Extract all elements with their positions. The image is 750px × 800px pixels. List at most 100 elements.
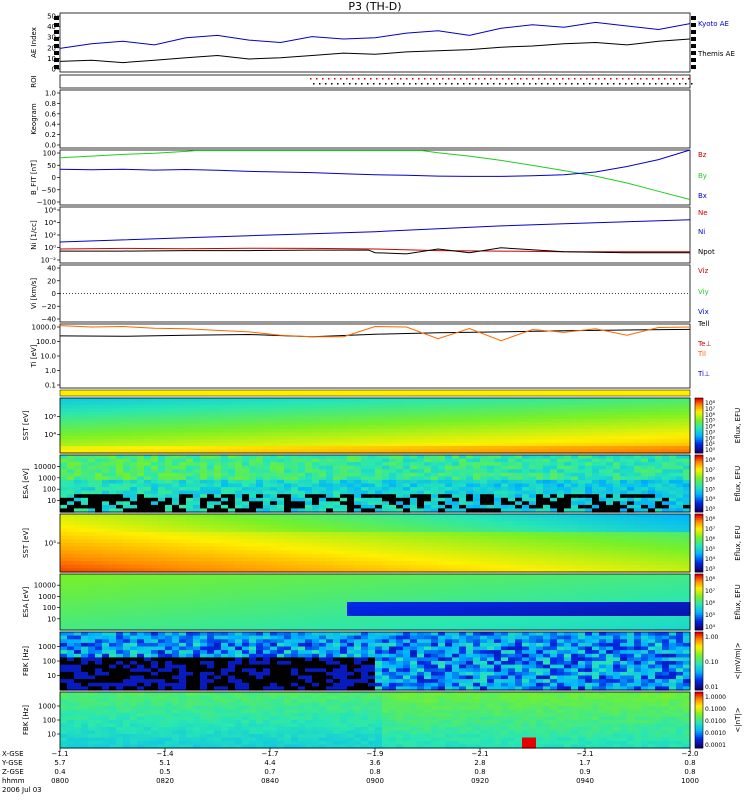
heatmap-cell bbox=[81, 561, 89, 566]
heatmap-cell bbox=[291, 442, 299, 447]
heatmap-cell bbox=[123, 616, 131, 621]
heatmap-cell bbox=[137, 591, 145, 596]
heatmap-cell bbox=[459, 425, 467, 430]
roi-mark bbox=[544, 78, 546, 80]
heatmap-cell bbox=[158, 581, 166, 586]
heatmap-cell bbox=[81, 609, 89, 614]
heatmap-cell bbox=[326, 528, 334, 533]
colorbar-tick-label: 10³ bbox=[705, 566, 716, 573]
heatmap-cell bbox=[158, 535, 166, 540]
heatmap-cell bbox=[144, 626, 152, 631]
heatmap-cell bbox=[102, 581, 110, 586]
heatmap-cell bbox=[277, 487, 285, 492]
heatmap-cell bbox=[81, 494, 89, 499]
heatmap-cell bbox=[102, 501, 110, 506]
heatmap-cell bbox=[74, 577, 82, 582]
heatmap-cell bbox=[382, 539, 390, 544]
heatmap-cell bbox=[312, 501, 320, 506]
heatmap-cell bbox=[312, 439, 320, 444]
heatmap-cell bbox=[172, 550, 180, 555]
heatmap-cell bbox=[207, 408, 215, 413]
heatmap-cell bbox=[424, 458, 432, 463]
heatmap-cell bbox=[214, 446, 222, 451]
heatmap-cell bbox=[340, 504, 348, 510]
heatmap-cell bbox=[361, 532, 369, 537]
heatmap-cell bbox=[249, 508, 257, 513]
heatmap-cell bbox=[508, 435, 516, 440]
heatmap-cell bbox=[326, 564, 334, 569]
heatmap-cell bbox=[305, 487, 313, 492]
heatmap-cell bbox=[641, 432, 649, 437]
heatmap-cell bbox=[445, 553, 453, 559]
heatmap-cell bbox=[312, 561, 320, 566]
heatmap-cell bbox=[116, 472, 124, 477]
heatmap-cell bbox=[123, 588, 131, 593]
heatmap-cell bbox=[557, 504, 565, 510]
heatmap-cell bbox=[501, 539, 509, 544]
heatmap-cell bbox=[172, 462, 180, 467]
heatmap-cell bbox=[375, 564, 383, 569]
heatmap-cell bbox=[60, 401, 68, 406]
panel-esa-e: ESA [eV]1000010001001010⁸10⁷10⁶10⁵10⁴Efl… bbox=[22, 573, 742, 631]
heatmap-cell bbox=[151, 524, 159, 530]
heatmap-cell bbox=[536, 557, 544, 562]
heatmap-cell bbox=[263, 532, 271, 537]
heatmap-cell bbox=[557, 543, 565, 548]
heatmap-cell bbox=[193, 535, 201, 540]
heatmap-cell bbox=[60, 619, 68, 624]
heatmap-cell bbox=[424, 404, 432, 409]
heatmap-cell bbox=[137, 415, 145, 420]
heatmap-cell bbox=[473, 543, 481, 548]
heatmap-cell bbox=[368, 494, 376, 499]
colorbar-tick-label: 10⁶ bbox=[705, 536, 716, 543]
heatmap-cell bbox=[347, 439, 355, 444]
heatmap-cell bbox=[375, 465, 383, 470]
heatmap-cell bbox=[473, 557, 481, 562]
heatmap-cell bbox=[508, 487, 516, 492]
heatmap-cell bbox=[655, 476, 663, 481]
heatmap-cell bbox=[116, 564, 124, 569]
heatmap-cell bbox=[116, 595, 124, 600]
heatmap-cell bbox=[207, 497, 215, 502]
heatmap-cell bbox=[368, 458, 376, 463]
heatmap-cell bbox=[88, 490, 96, 495]
heatmap-cell bbox=[333, 425, 341, 430]
heatmap-cell bbox=[270, 504, 278, 510]
heatmap-cell bbox=[585, 539, 593, 544]
heatmap-cell bbox=[382, 476, 390, 481]
legend-entry: Ni bbox=[698, 228, 705, 236]
heatmap-cell bbox=[627, 432, 635, 437]
heatmap-cell bbox=[319, 479, 327, 485]
heatmap-cell bbox=[256, 501, 264, 506]
heatmap-cell bbox=[578, 532, 586, 537]
heatmap-cell bbox=[578, 411, 586, 416]
heatmap-cell bbox=[200, 501, 208, 506]
heatmap-cell bbox=[277, 404, 285, 409]
heatmap-cell bbox=[396, 465, 404, 470]
heatmap-cell bbox=[109, 455, 117, 460]
heatmap-cell bbox=[235, 462, 243, 467]
heatmap-cell bbox=[585, 411, 593, 416]
heatmap-cell bbox=[662, 476, 670, 481]
heatmap-cell bbox=[452, 539, 460, 544]
heatmap-cell bbox=[536, 476, 544, 481]
heatmap-cell bbox=[606, 476, 614, 481]
heatmap-cell bbox=[459, 465, 467, 470]
legend-entry: Ti⊥ bbox=[697, 370, 710, 378]
heatmap-cell bbox=[214, 561, 222, 566]
heatmap-cell bbox=[564, 425, 572, 430]
heatmap-cell bbox=[515, 418, 523, 423]
heatmap-cell bbox=[123, 539, 131, 544]
heatmap-cell bbox=[508, 550, 516, 555]
heatmap-cell bbox=[676, 557, 684, 562]
heatmap-cell bbox=[88, 428, 96, 433]
heatmap-cell bbox=[165, 408, 173, 413]
heatmap-cell bbox=[599, 490, 607, 495]
heatmap-cell bbox=[466, 469, 474, 474]
heatmap-cell bbox=[529, 432, 537, 437]
heatmap-cell bbox=[396, 422, 404, 427]
heatmap-cell bbox=[550, 476, 558, 481]
heatmap-cell bbox=[452, 458, 460, 463]
heatmap-cell bbox=[655, 462, 663, 467]
heatmap-cell bbox=[452, 497, 460, 502]
